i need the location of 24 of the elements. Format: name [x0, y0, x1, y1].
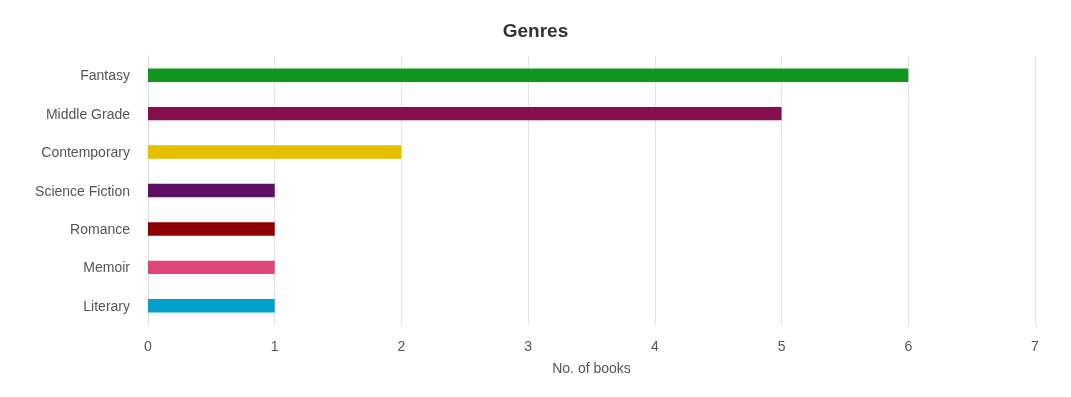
- bar: [148, 299, 275, 313]
- bar: [148, 260, 275, 275]
- x-tick-label: 7: [1031, 338, 1040, 354]
- x-tick-label: 1: [270, 338, 279, 354]
- x-tick-label: 6: [904, 338, 913, 354]
- x-tick-label: 4: [650, 338, 659, 354]
- x-tick-label: 3: [524, 338, 533, 354]
- y-tick-label: Middle Grade: [45, 105, 131, 122]
- x-tick-label: 2: [397, 338, 406, 354]
- y-tick-label: Contemporary: [41, 144, 130, 161]
- y-tick-label: Fantasy: [80, 67, 130, 84]
- bar: [148, 222, 275, 236]
- bar: [148, 183, 275, 198]
- y-tick-label: Science Fiction: [35, 182, 130, 199]
- bar: [148, 106, 782, 121]
- bar: [148, 145, 402, 159]
- x-axis-title: No. of books: [552, 360, 631, 376]
- bar: [148, 68, 909, 82]
- x-tick-label: 0: [144, 338, 153, 354]
- y-tick-label: Literary: [83, 297, 130, 314]
- y-tick-label: Memoir: [83, 259, 131, 276]
- y-tick-label: Romance: [70, 220, 131, 237]
- x-tick-label: 5: [777, 338, 786, 354]
- chart-title: Genres: [502, 20, 569, 41]
